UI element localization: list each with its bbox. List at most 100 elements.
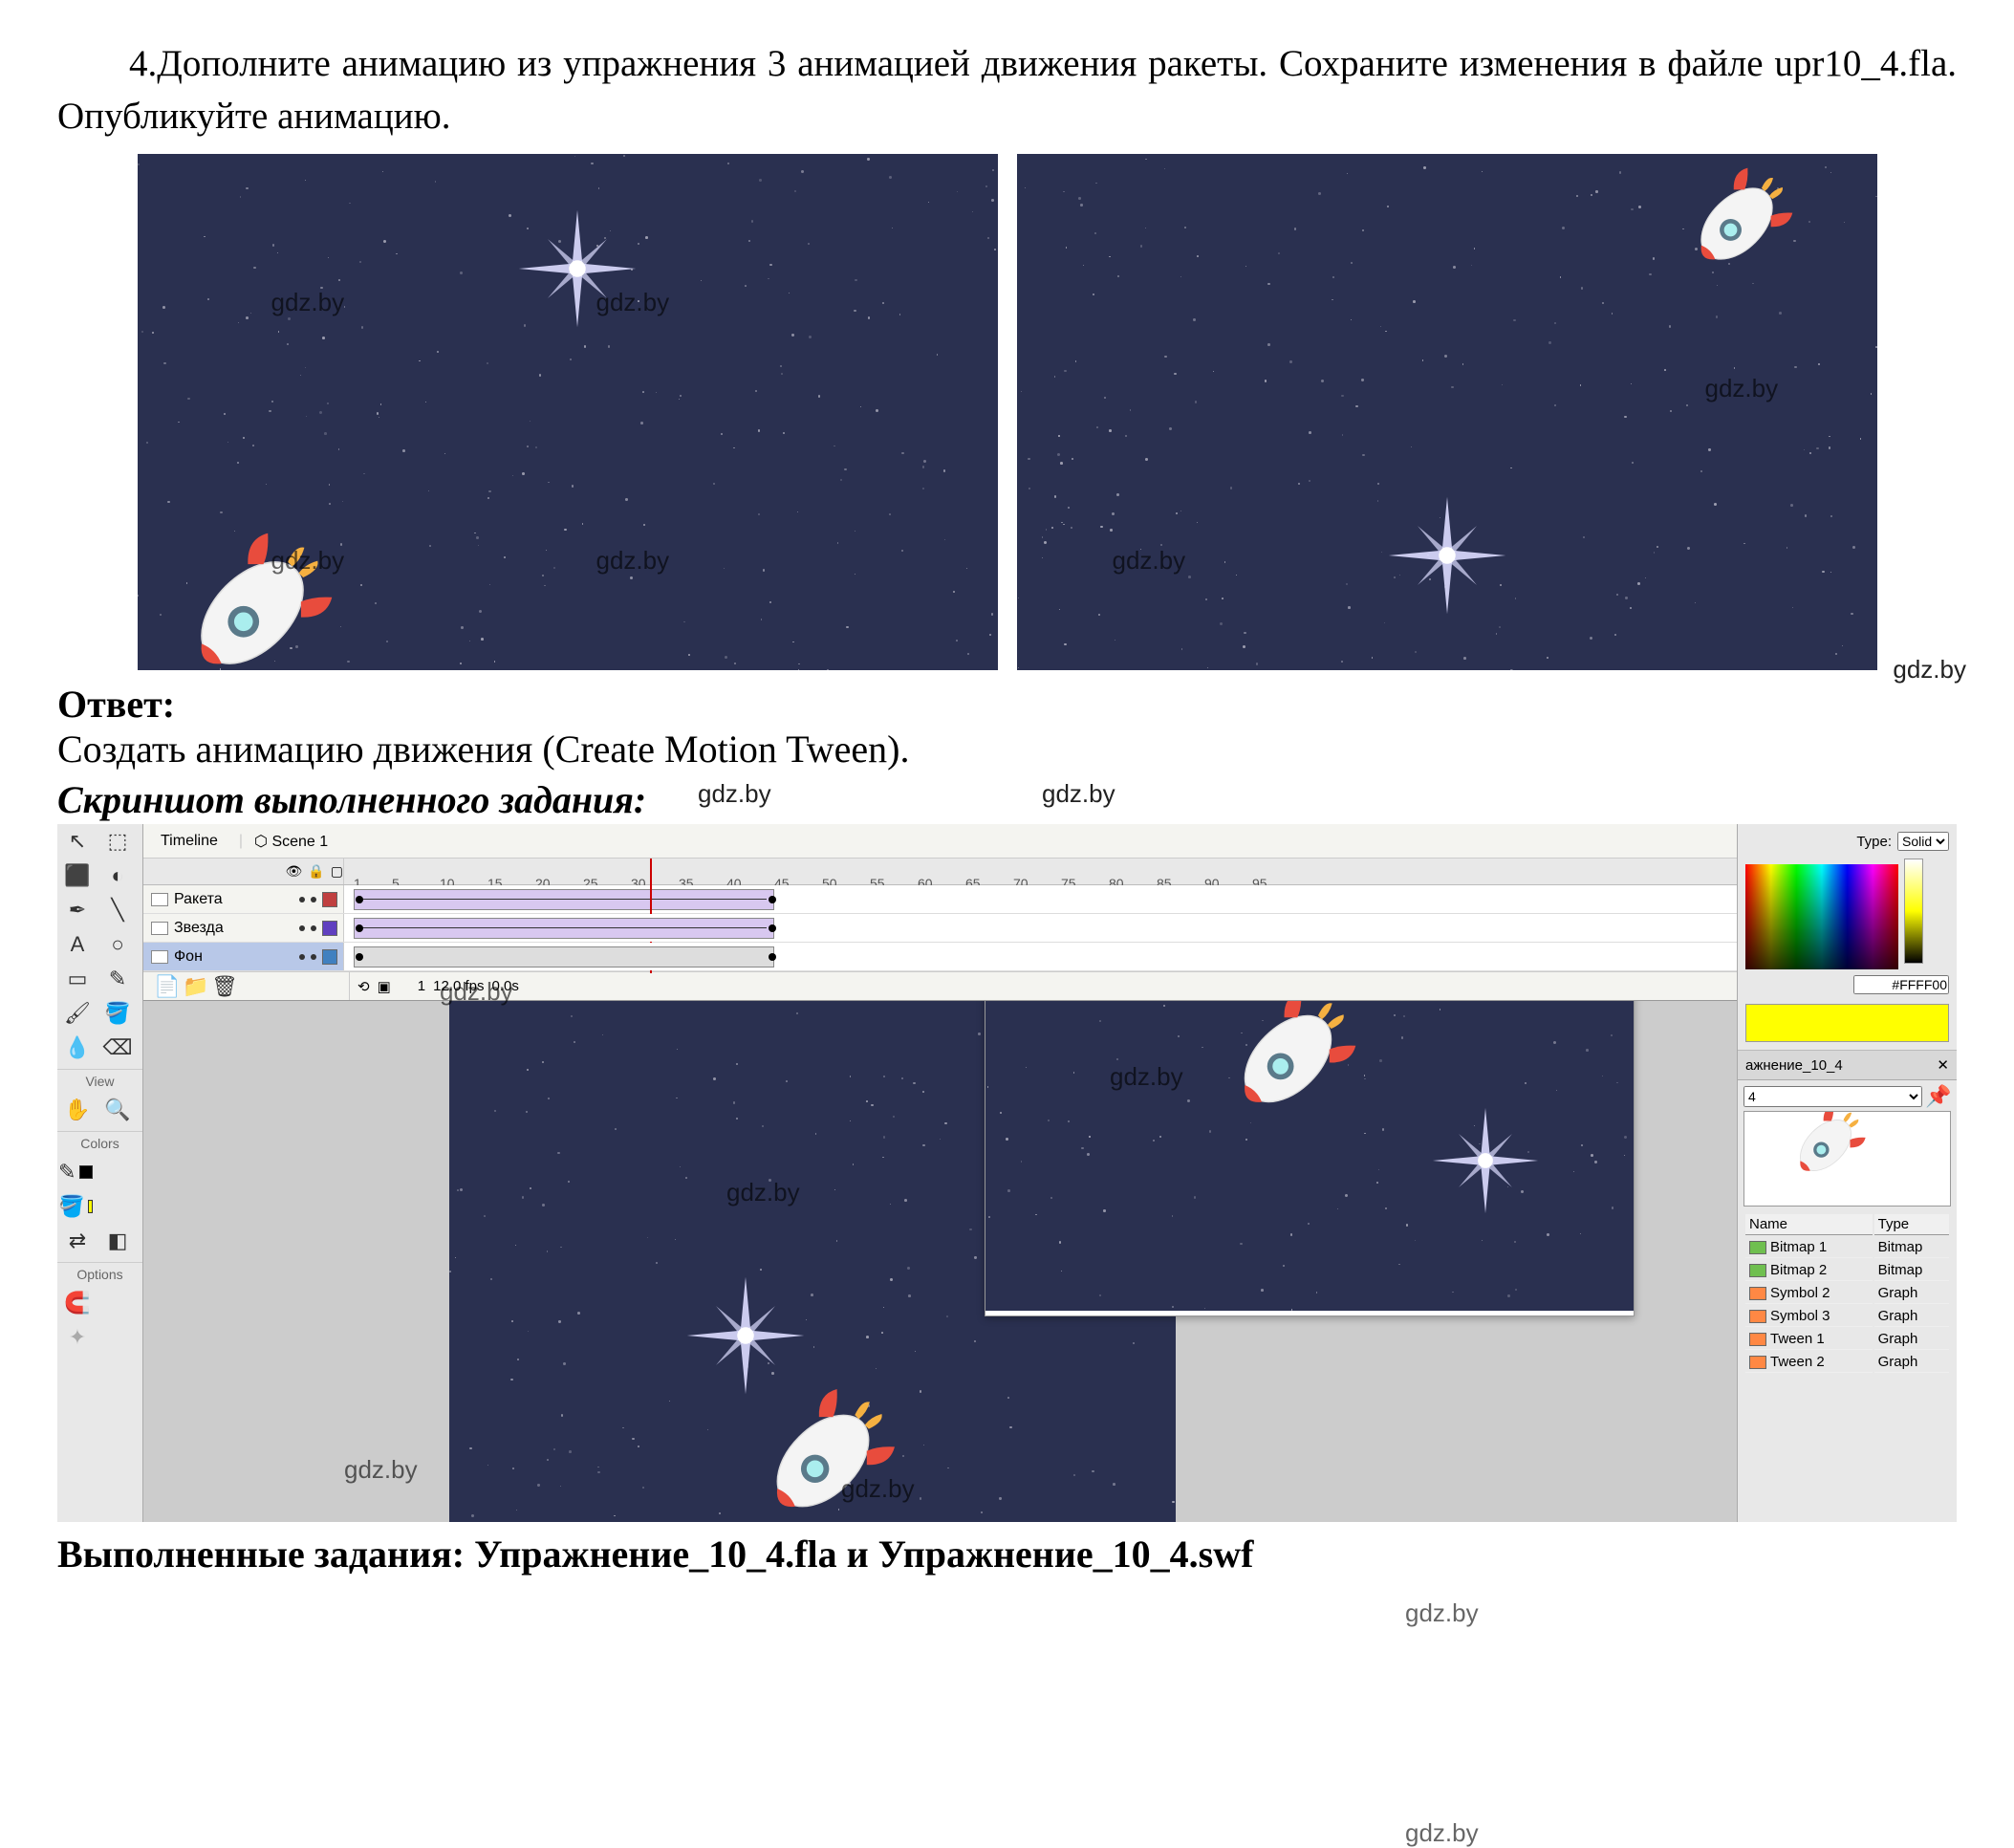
layer-icon [151,893,168,906]
tween-span[interactable] [354,889,774,910]
layer-frames[interactable] [344,914,1737,942]
lasso-tool[interactable]: ◐ [97,859,138,893]
layer-header-icons: 👁 🔒 ▢ [143,859,344,884]
ink-tool[interactable]: 🪣 [97,996,138,1031]
layer-frames[interactable] [344,943,1737,970]
lock-dot[interactable] [311,954,316,960]
visibility-dot[interactable] [299,897,305,902]
visibility-dot[interactable] [299,954,305,960]
visibility-dot[interactable] [299,925,305,931]
add-layer-button[interactable]: 📄 [155,975,180,998]
layer-frames[interactable] [344,885,1737,913]
delete-layer-button[interactable]: 🗑 [212,975,237,998]
layer-color-swatch[interactable] [322,949,337,965]
zoom-tool[interactable]: 🔍 [97,1093,138,1127]
hand-tool[interactable]: ✋ [57,1093,97,1127]
eye-icon[interactable]: 👁 [286,863,303,880]
outline-icon[interactable]: ▢ [331,863,343,880]
rocket-graphic [746,1383,900,1522]
lock-icon[interactable]: 🔒 [308,863,324,880]
center-frame-button[interactable]: ▣ [378,978,391,995]
watermark: gdz.by [1405,1818,1479,1848]
layer-color-swatch[interactable] [322,921,337,936]
keyframe[interactable] [769,953,776,961]
pencil-tool[interactable]: ✎ [97,962,138,996]
lib-col-type[interactable]: Type [1874,1214,1949,1235]
line-tool[interactable]: ╲ [97,893,138,927]
library-pin-button[interactable]: 📌 [1926,1086,1951,1107]
eyedropper-tool[interactable]: 💧 [57,1031,97,1065]
timeline-layer-row[interactable]: Звезда [143,914,1737,943]
keyframe[interactable] [769,896,776,903]
lock-dot[interactable] [311,897,316,902]
library-dropdown[interactable]: 4 [1743,1086,1922,1107]
library-item-row[interactable]: Symbol 2 Graph [1745,1283,1949,1304]
lib-col-name[interactable]: Name [1745,1214,1873,1235]
layer-icon [151,922,168,935]
scene-label[interactable]: ⬡ Scene 1 [254,832,328,851]
color-type-select[interactable]: Solid [1897,832,1949,851]
library-preview [1743,1111,1951,1207]
library-item-row[interactable]: Bitmap 2Bitmap [1745,1260,1949,1281]
library-item-row[interactable]: Symbol 3Graph [1745,1306,1949,1327]
free-transform-tool[interactable]: ⬛ [57,859,97,893]
timeline-header: Timeline | ⬡ Scene 1 [143,824,1737,859]
stage[interactable]: File View Control Debug gdz.by [143,1001,1737,1522]
stage-area: File View Control Debug gdz.by [143,1001,1737,1522]
timeline-layers: РакетаЗвездаФон [143,885,1737,971]
library-tab[interactable]: ажнение_10_4 ✕ [1738,1051,1957,1080]
rocket-graphic [1783,1111,1869,1188]
tween-span[interactable] [354,946,774,967]
time-label: 0.0s [491,978,518,994]
watermark: gdz.by [1705,374,1779,403]
pen-tool[interactable]: ✒ [57,893,97,927]
preview-right: gdz.bygdz.by [1017,154,1877,670]
library-item-name: Symbol 2 [1770,1285,1830,1301]
library-item-icon [1749,1356,1766,1369]
library-item-type: Graph [1874,1329,1949,1350]
hex-input[interactable] [1853,975,1949,994]
swap-colors[interactable]: ⇄ [57,1224,97,1258]
stroke-color[interactable]: ✎ [57,1155,97,1189]
onion-skin-button[interactable]: ⟲ [357,978,370,995]
brightness-slider[interactable] [1904,859,1923,964]
timeline-footer: 📄 📁 🗑 ⟲ ▣ 1 12.0 fps 0.0s [143,971,1737,1000]
snap-option[interactable]: 🧲 [57,1286,97,1320]
tween-span[interactable] [354,918,774,939]
timeline-layer-row[interactable]: Фон [143,943,1737,971]
library-item-name: Symbol 3 [1770,1308,1830,1324]
oval-tool[interactable]: ○ [97,927,138,962]
library-item-type: Graph [1874,1283,1949,1304]
lock-dot[interactable] [311,925,316,931]
arrow-tool[interactable]: ↖ [57,824,97,859]
keyframe[interactable] [769,924,776,932]
subselect-tool[interactable]: ⬚ [97,824,138,859]
timeline-tab[interactable]: Timeline [151,831,227,852]
fill-color[interactable]: 🪣 [57,1189,97,1224]
color-panel: Type: Solid [1738,824,1957,1051]
flash-ui: ↖⬚ ⬛◐ ✒╲ A○ ▭✎ 🖌🪣 💧⌫ View ✋🔍 Colors ✎ 🪣 … [57,824,1957,1522]
layer-color-swatch[interactable] [322,892,337,907]
swf-preview-window[interactable]: File View Control Debug gdz.by [985,1001,1635,1316]
library-item-icon [1749,1287,1766,1300]
library-item-icon [1749,1310,1766,1323]
library-item-row[interactable]: Tween 1 Graph [1745,1329,1949,1350]
eraser-tool[interactable]: ⌫ [97,1031,138,1065]
library-item-row[interactable]: Tween 2Graph [1745,1352,1949,1373]
timeline-ruler: 👁 🔒 ▢ 1510152025303540455055606570758085… [143,859,1737,885]
rect-tool[interactable]: ▭ [57,962,97,996]
add-folder-button[interactable]: 📁 [184,975,208,998]
brush-tool[interactable]: 🖌 [57,996,97,1031]
text-tool[interactable]: A [57,927,97,962]
right-panels: Type: Solid ажнение_10_4 ✕ 4 [1737,824,1957,1522]
swf-canvas: gdz.by [985,1001,1634,1311]
flash-main: Timeline | ⬡ Scene 1 👁 🔒 ▢ 1510152025303… [143,824,1737,1522]
watermark: gdz.by [1110,1062,1183,1092]
color-spectrum[interactable] [1745,864,1898,969]
smooth-option[interactable]: ✦ [57,1320,97,1355]
default-colors[interactable]: ◧ [97,1224,138,1258]
library-item-name: Tween 2 [1770,1354,1825,1370]
timeline-layer-row[interactable]: Ракета [143,885,1737,914]
library-item-name: Tween 1 [1770,1331,1825,1347]
library-item-row[interactable]: Bitmap 1Bitmap [1745,1237,1949,1258]
